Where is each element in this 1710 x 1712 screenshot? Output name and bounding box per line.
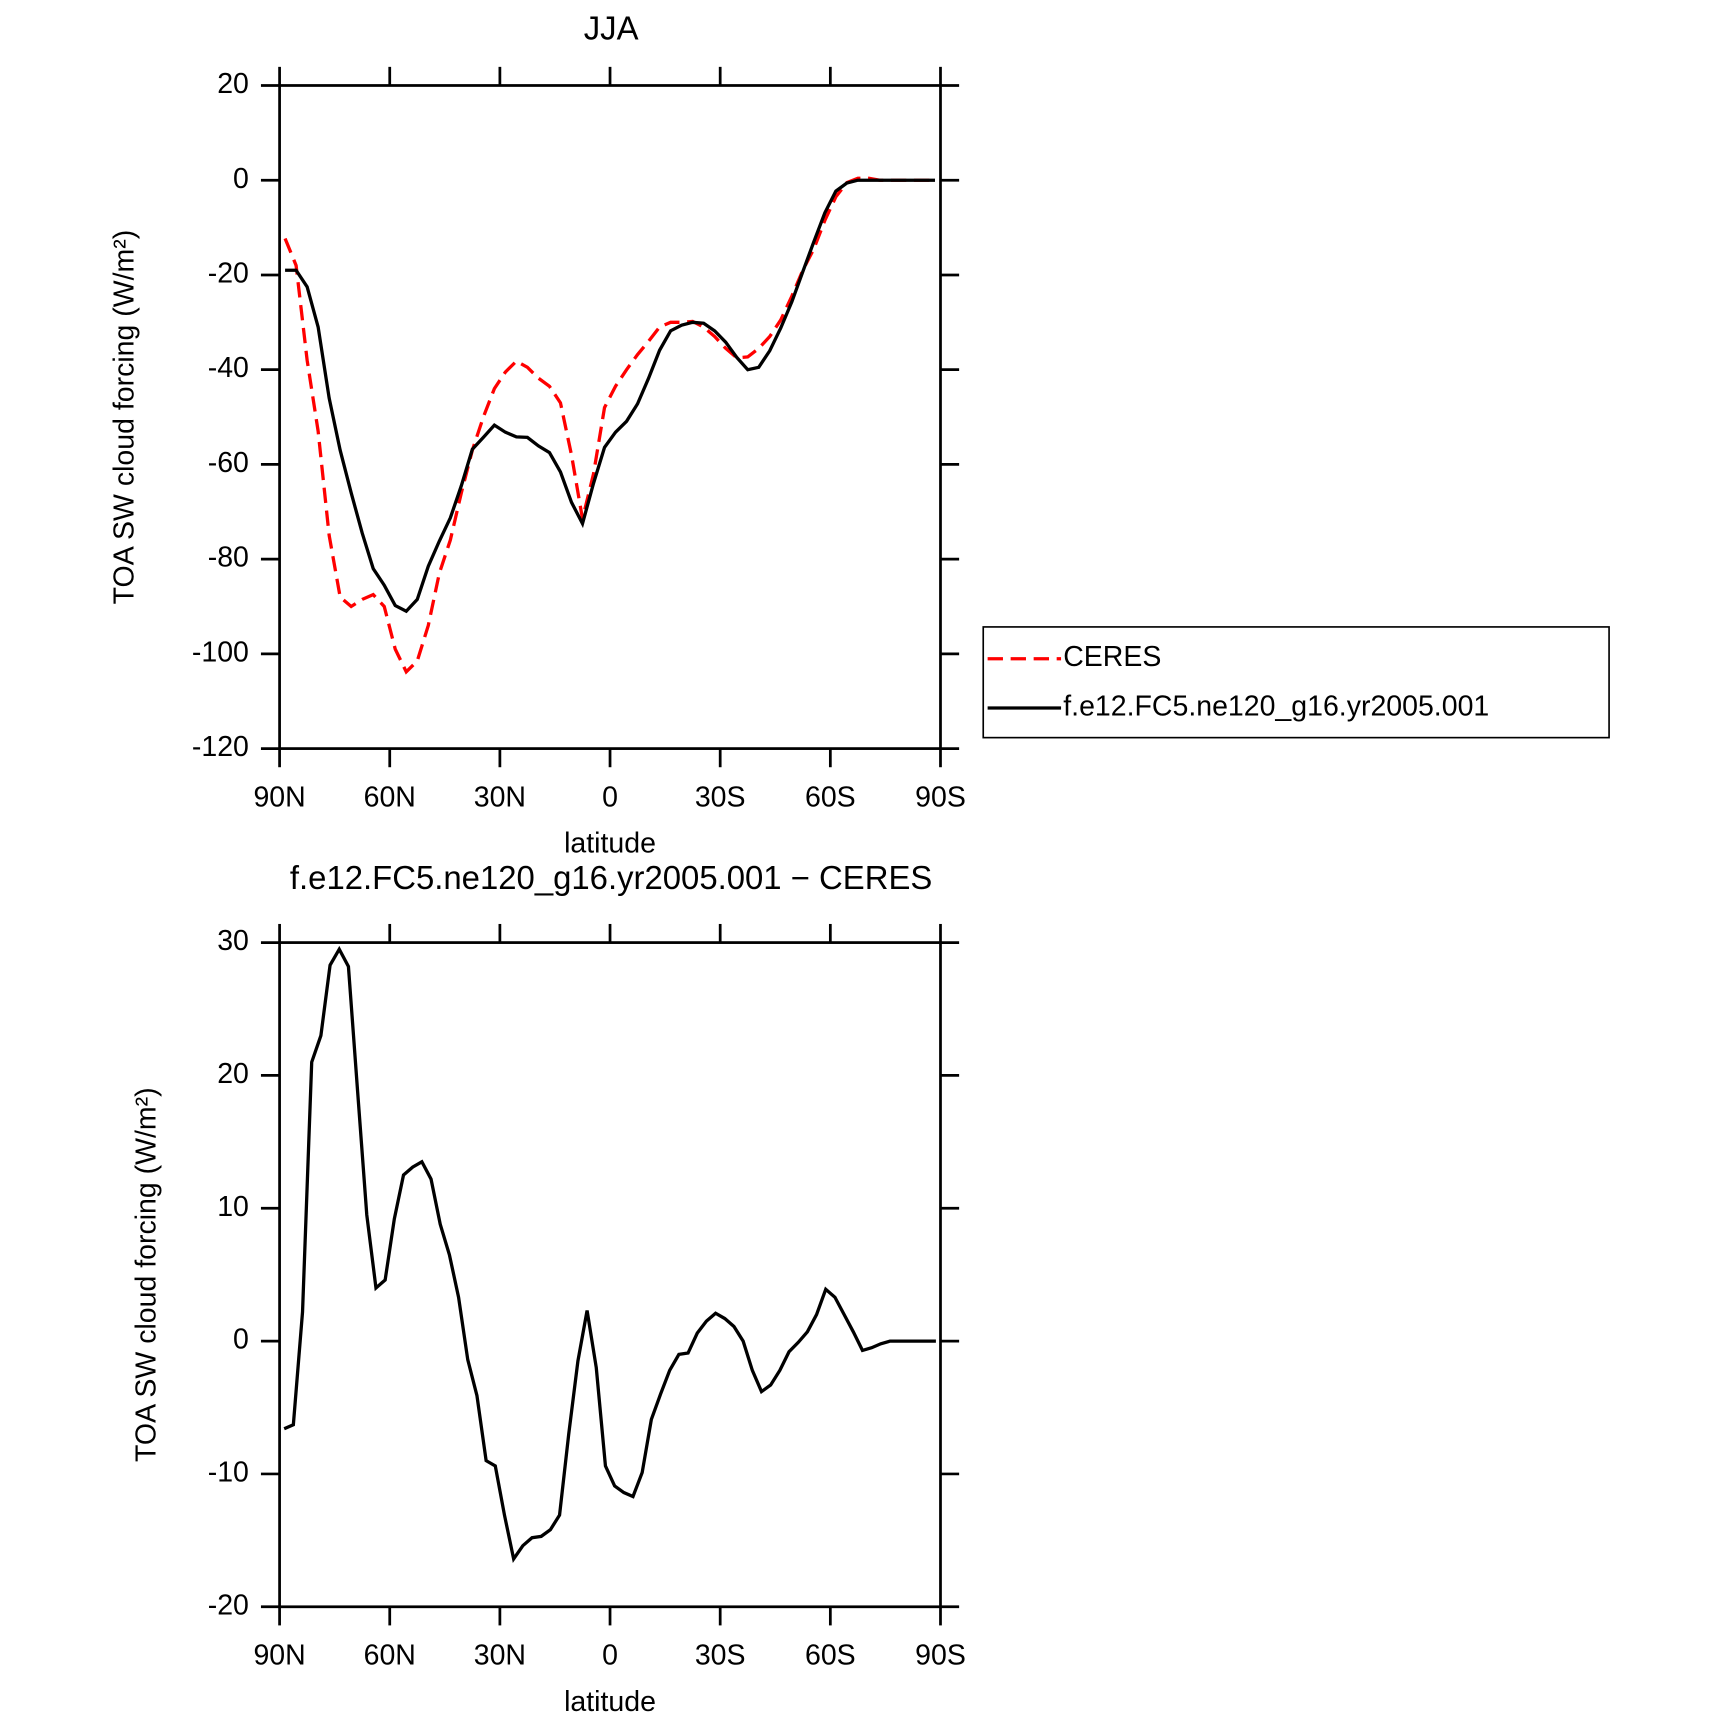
chart-title: JJA [584, 9, 639, 46]
x-tick-label: 30N [474, 1640, 526, 1672]
x-axis-label: latitude [564, 1686, 656, 1712]
y-tick-label: 20 [217, 68, 249, 100]
x-tick-label: 0 [602, 1640, 618, 1672]
x-tick-label: 0 [602, 782, 618, 814]
plot-frame [278, 84, 942, 750]
data-line [283, 176, 935, 675]
y-tick-label: 20 [217, 1058, 249, 1090]
y-tick-label: -20 [208, 1589, 249, 1621]
x-tick-label: 60N [364, 1640, 416, 1672]
legend-box [982, 626, 1610, 739]
x-axis-label: latitude [564, 828, 656, 860]
chart-title: f.e12.FC5.ne120_g16.yr2005.001 − CERES [290, 859, 932, 896]
data-line [285, 178, 935, 614]
y-tick-label: 0 [233, 1324, 249, 1356]
y-tick-label: -40 [208, 352, 249, 384]
y-tick-label: 0 [233, 163, 249, 195]
x-tick-label: 60S [805, 1640, 856, 1672]
x-tick-label: 90N [253, 1640, 305, 1672]
x-tick-label: 30S [695, 782, 746, 814]
y-tick-label: 30 [217, 925, 249, 957]
x-tick-label: 60N [364, 782, 416, 814]
y-axis-label: TOA SW cloud forcing (W/m²) [109, 230, 141, 605]
data-line [283, 945, 936, 1564]
y-tick-label: -100 [192, 636, 249, 668]
y-tick-label: -60 [208, 447, 249, 479]
y-tick-label: -120 [192, 731, 249, 763]
y-tick-label: -80 [208, 542, 249, 574]
y-tick-label: -20 [208, 257, 249, 289]
plot-frame [278, 941, 942, 1609]
x-tick-label: 90S [915, 782, 966, 814]
x-tick-label: 30S [695, 1640, 746, 1672]
y-tick-label: 10 [217, 1191, 249, 1223]
x-tick-label: 90N [253, 782, 305, 814]
legend-label: f.e12.FC5.ne120_g16.yr2005.001 [1063, 691, 1489, 723]
x-tick-label: 90S [915, 1640, 966, 1672]
x-tick-label: 30N [474, 782, 526, 814]
y-axis-label: TOA SW cloud forcing (W/m²) [131, 1087, 163, 1462]
legend-label: CERES [1063, 641, 1161, 673]
x-tick-label: 60S [805, 782, 856, 814]
y-tick-label: -10 [208, 1456, 249, 1488]
